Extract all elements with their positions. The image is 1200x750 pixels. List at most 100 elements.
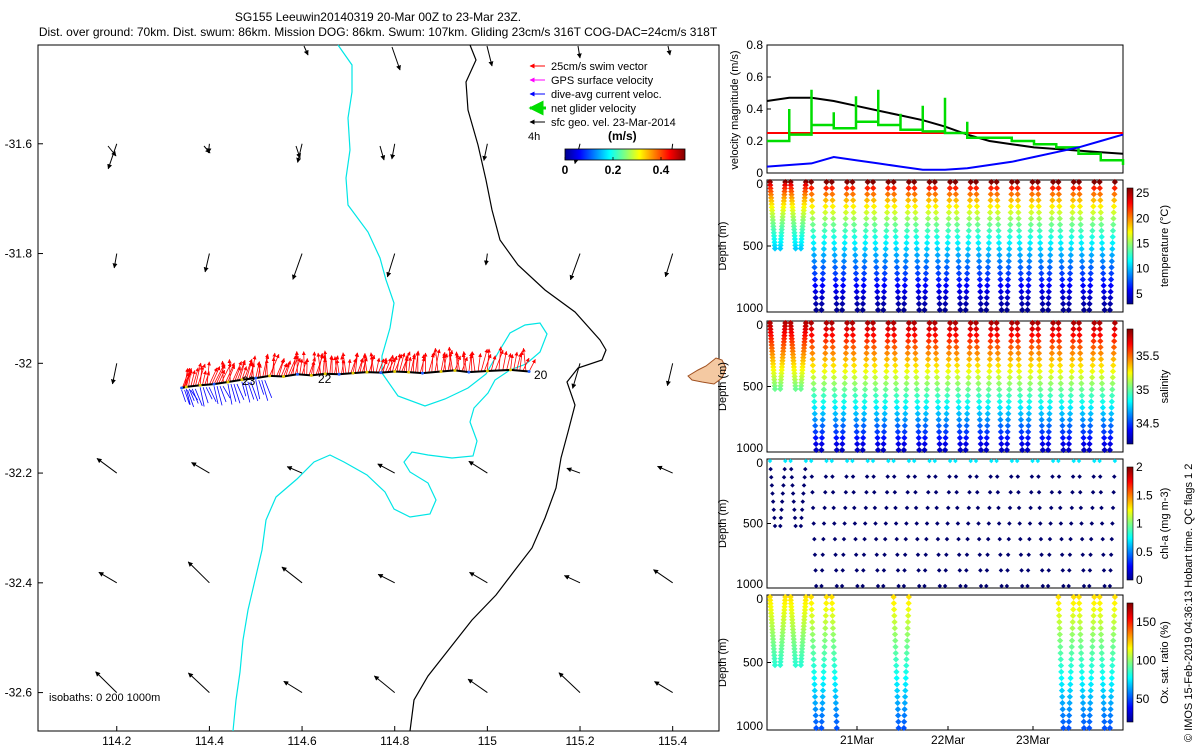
profile-sample <box>954 489 959 495</box>
profile-sample <box>1098 489 1104 495</box>
profile-sample <box>1098 656 1106 663</box>
profile-sample <box>860 434 867 442</box>
profile-sample <box>1068 233 1075 240</box>
depth-colorbar-tick-label: 35.5 <box>1136 349 1160 363</box>
profile-sample <box>1110 618 1118 626</box>
profile-sample <box>829 618 836 626</box>
profile-sample <box>943 270 950 277</box>
velocity-series-net <box>767 89 1125 165</box>
side-note: © IMOS 15-Feb-2019 04:36:13 Hobart time.… <box>1183 464 1195 742</box>
depth-colorbar-tick-label: 100 <box>1136 654 1156 668</box>
profile-sample <box>779 499 785 504</box>
profile-sample <box>1038 416 1045 423</box>
track-point <box>467 370 471 374</box>
profile-sample <box>935 536 941 542</box>
profile-sample <box>1096 178 1103 186</box>
swim-vector <box>209 367 218 385</box>
geo-velocity-arrow <box>576 45 582 59</box>
profile-sample <box>822 338 829 345</box>
profile-sample <box>1017 270 1024 277</box>
profile-sample <box>1036 227 1043 234</box>
profile-sample <box>956 294 964 301</box>
profile-sample <box>1047 552 1052 558</box>
map-legend: 25cm/s swim vector GPS surface velocity … <box>528 61 686 177</box>
profile-sample <box>895 568 901 573</box>
geo-velocity-arrow <box>482 143 488 161</box>
swim-vector <box>477 352 483 372</box>
profile-sample <box>1029 325 1036 333</box>
legend-sfc-label: sfc geo. vel. 23-Mar-2014 <box>551 117 676 129</box>
profile-sample <box>997 270 1004 277</box>
profile-sample <box>839 294 846 301</box>
profile-sample <box>1078 239 1085 247</box>
profile-sample <box>1107 428 1114 435</box>
profile-sample <box>886 458 891 464</box>
swim-vector <box>236 359 246 381</box>
swim-vector <box>415 350 420 373</box>
profile-sample <box>1076 184 1083 192</box>
profile-sample <box>1088 380 1096 387</box>
profile-sample <box>1079 699 1087 707</box>
profile-sample <box>1058 392 1065 399</box>
profile-sample <box>998 434 1005 442</box>
profile-sample <box>829 625 837 632</box>
profile-sample <box>1027 521 1033 526</box>
profile-sample <box>904 505 910 511</box>
profile-sample <box>1076 612 1083 619</box>
profile-sample <box>870 458 876 464</box>
profile-sample <box>821 374 828 381</box>
profile-sample <box>1077 227 1085 234</box>
profile-sample <box>998 568 1004 573</box>
profile-sample <box>1110 344 1118 351</box>
profile-sample <box>818 300 825 308</box>
profile-sample <box>1089 643 1096 651</box>
profile-sample <box>1088 398 1095 405</box>
profile-sample <box>874 300 881 308</box>
profile-sample <box>1018 434 1025 442</box>
track-point <box>393 370 397 374</box>
swim-vector <box>232 361 242 382</box>
profile-sample <box>976 404 983 411</box>
geo-velocity-arrow <box>390 143 396 160</box>
profile-sample <box>780 491 786 496</box>
profile-sample <box>850 458 855 464</box>
profile-sample <box>1087 416 1094 423</box>
profile-sample <box>1079 521 1084 526</box>
swim-vector <box>447 349 454 372</box>
profile-sample <box>1099 404 1107 411</box>
track-point <box>379 371 383 375</box>
profile-sample <box>873 521 878 526</box>
profile-sample <box>1099 674 1106 682</box>
profile-sample <box>903 650 910 657</box>
profile-sample <box>799 507 805 513</box>
profile-sample <box>843 325 850 333</box>
profile-sample <box>1007 356 1014 363</box>
profile-sample <box>1088 239 1096 247</box>
profile-sample <box>1099 668 1106 675</box>
profile-sample <box>934 252 941 259</box>
profile-sample <box>1088 552 1093 558</box>
geo-velocity-arrow <box>191 462 210 474</box>
profile-sample <box>923 552 929 558</box>
profile-sample <box>947 474 952 479</box>
profile-sample <box>833 294 840 301</box>
profile-sample <box>1060 568 1066 573</box>
profile-sample <box>953 338 960 345</box>
profile-sample <box>1066 276 1074 283</box>
profile-sample <box>1108 252 1116 259</box>
profile-sample <box>1101 446 1108 454</box>
profile-sample <box>841 252 848 259</box>
profile-sample <box>1028 197 1035 204</box>
dac-vector <box>208 387 217 403</box>
swim-vector <box>483 353 492 372</box>
profile-sample <box>1099 258 1106 265</box>
profile-sample <box>913 386 920 393</box>
profile-sample <box>935 270 942 277</box>
profile-sample <box>1096 184 1103 192</box>
profile-sample <box>1057 380 1064 387</box>
profile-sample <box>903 662 910 669</box>
profile-sample <box>1096 191 1104 198</box>
profile-sample <box>1056 631 1063 638</box>
profile-sample <box>1096 593 1103 601</box>
profile-sample <box>904 625 911 632</box>
